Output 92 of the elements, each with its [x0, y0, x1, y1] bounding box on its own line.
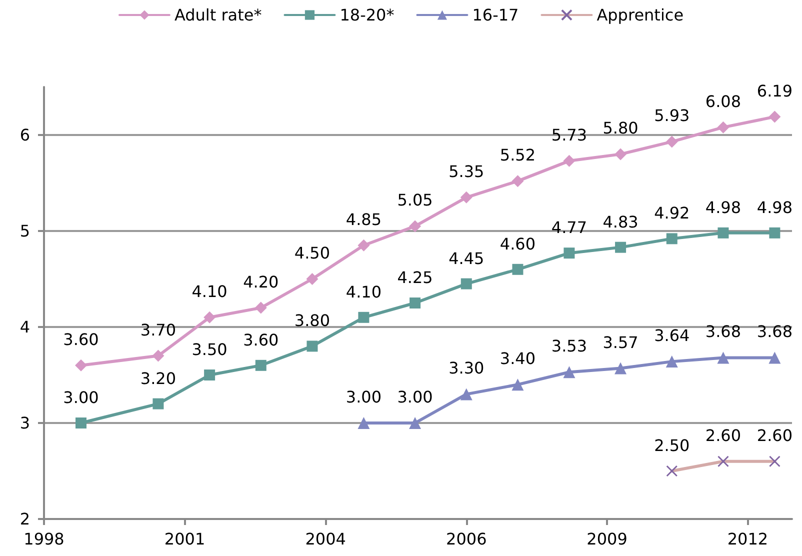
point — [614, 148, 627, 160]
point — [769, 227, 780, 238]
point — [717, 352, 730, 364]
x-tick-label: 2012 — [727, 530, 768, 548]
point — [564, 248, 575, 259]
data-label: 4.98 — [705, 198, 742, 217]
data-label: 4.45 — [448, 248, 484, 268]
data-label: 4.83 — [602, 212, 638, 232]
data-label: 3.20 — [140, 368, 176, 388]
data-label: 4.77 — [551, 218, 588, 238]
point — [152, 350, 164, 362]
point — [666, 233, 678, 244]
data-label: 5.52 — [500, 146, 536, 165]
point — [512, 175, 524, 188]
data-label: 3.60 — [243, 330, 279, 350]
data-label: 5.80 — [602, 118, 638, 138]
data-label: 2.50 — [654, 436, 690, 455]
point — [666, 136, 678, 148]
data-label: 3.00 — [63, 388, 99, 407]
y-tick-label: 4 — [20, 318, 30, 336]
data-label: 4.25 — [397, 268, 433, 287]
data-label: 4.92 — [654, 204, 690, 223]
legend-label: Apprentice — [596, 6, 684, 24]
point — [358, 312, 370, 323]
point — [460, 191, 472, 204]
data-label: 2.60 — [705, 426, 742, 446]
point — [74, 359, 87, 372]
x-tick-label: 2006 — [446, 530, 487, 548]
data-label: 3.60 — [63, 330, 99, 349]
point — [614, 362, 627, 374]
data-label: 6.19 — [756, 81, 793, 100]
data-label: 4.20 — [243, 272, 279, 292]
legend-label: Adult rate* — [174, 6, 262, 24]
data-label: 3.68 — [705, 322, 742, 342]
data-label: 3.53 — [551, 336, 588, 356]
point — [306, 340, 318, 352]
y-tick-label: 6 — [20, 126, 30, 144]
x-tick-label: 1998 — [24, 530, 64, 548]
point — [563, 366, 576, 378]
data-label: 3.40 — [500, 349, 536, 368]
point — [563, 154, 576, 167]
point — [254, 302, 267, 314]
point — [358, 417, 370, 429]
point — [409, 417, 422, 429]
legend-label: 16-17 — [472, 6, 519, 24]
data-label: 3.50 — [192, 340, 228, 359]
y-tick-label: 3 — [20, 414, 30, 432]
data-label: 4.10 — [346, 282, 382, 302]
data-label: 5.93 — [654, 106, 690, 126]
point — [358, 239, 370, 252]
point — [410, 298, 421, 308]
point — [204, 311, 216, 324]
data-label: 3.70 — [140, 320, 176, 340]
y-tick-label: 2 — [20, 510, 30, 528]
point — [75, 418, 86, 428]
point — [152, 398, 164, 410]
point — [666, 356, 678, 368]
data-label: 4.98 — [756, 198, 793, 217]
point — [306, 273, 318, 285]
point — [460, 388, 472, 400]
point — [255, 360, 266, 371]
data-label: 4.50 — [294, 244, 330, 262]
data-label: 4.85 — [346, 210, 382, 229]
point — [717, 121, 730, 134]
data-label: 5.05 — [397, 190, 433, 210]
data-label: 3.57 — [602, 332, 638, 352]
data-label: 4.10 — [192, 282, 228, 301]
point — [409, 220, 422, 232]
point — [768, 352, 781, 364]
data-label: 6.08 — [705, 92, 742, 111]
x-tick-label: 2009 — [586, 530, 628, 548]
data-label: 3.80 — [294, 311, 330, 330]
point — [512, 264, 524, 275]
data-label: 3.00 — [397, 388, 433, 406]
point — [204, 370, 216, 380]
point — [512, 378, 524, 391]
data-label: 4.60 — [500, 234, 536, 254]
data-label: 5.35 — [448, 162, 484, 181]
data-label: 3.00 — [346, 388, 382, 406]
legend-label: 18-20* — [340, 6, 394, 24]
x-tick-label: 2001 — [164, 530, 206, 548]
data-label: 3.64 — [654, 326, 690, 346]
point — [615, 242, 626, 253]
x-tick-label: 2004 — [305, 530, 346, 548]
data-label: 2.60 — [756, 426, 793, 446]
point — [718, 227, 729, 238]
data-label: 3.68 — [756, 322, 793, 342]
point — [768, 110, 781, 123]
y-tick-label: 5 — [20, 222, 30, 240]
point — [460, 278, 472, 290]
data-label: 5.73 — [551, 125, 588, 144]
data-label: 3.30 — [448, 358, 484, 378]
